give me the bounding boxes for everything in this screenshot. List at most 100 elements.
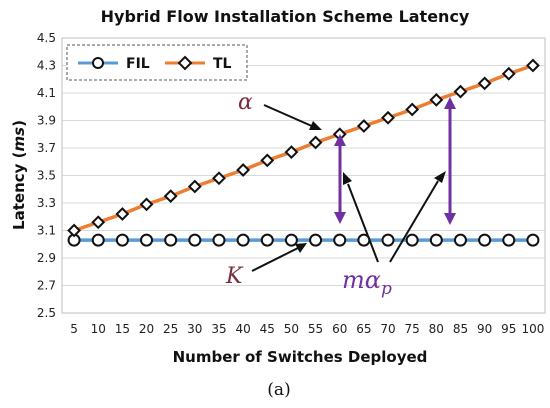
data-point-fil [478,233,492,247]
y-tick-label: 4.1 [37,86,56,100]
data-point-fil [115,233,129,247]
data-point-fil [309,233,323,247]
legend-tl-marker [177,55,193,71]
y-tick-label: 3.7 [37,141,56,155]
chart-title: Hybrid Flow Installation Scheme Latency [101,7,470,26]
data-point-fil [333,233,347,247]
y-tick-label: 3.9 [37,114,56,128]
x-axis-title: Number of Switches Deployed [173,348,428,366]
data-point-fil [260,233,274,247]
purple-arrow-2-bottom [444,213,456,225]
annotations: α K mαp [225,90,456,299]
data-point-tl [453,84,468,99]
x-tick-label: 100 [521,322,544,336]
data-point-tl [115,207,130,221]
annotation-kappa: K [225,264,244,289]
purple-arrow-1-bottom [334,212,346,224]
data-point-tl [308,135,323,150]
data-point-tl [67,223,81,238]
data-point-tl [187,179,202,194]
y-tick-label: 4.3 [37,59,56,73]
purple-arrow-1-top [334,134,346,146]
data-point-fil [284,233,298,247]
x-tick-label: 40 [235,322,250,336]
y-axis-unit: ms [10,127,28,152]
data-point-tl [429,92,444,107]
plot-area: 2.5 2.7 2.9 3.1 3.3 3.5 3.7 3.9 4.1 4.3 4.5 5 10 15 20… [37,31,546,336]
data-point-fil [453,233,467,247]
plot-frame [61,37,546,314]
y-axis-unit-close: ) [10,120,28,127]
x-tick-label: 10 [91,322,106,336]
data-point-fil [381,233,395,247]
x-tick-label: 65 [356,322,371,336]
arrow-alpha-head [309,121,322,130]
x-tick-label: 35 [211,322,226,336]
x-tick-label: 95 [501,322,516,336]
data-point-fil [164,233,178,247]
x-tick-label: 60 [332,322,347,336]
data-point-fil [526,233,540,247]
x-tick-label: 90 [477,322,492,336]
data-point-tl [284,145,299,160]
data-point-tl [139,197,154,212]
data-point-fil [91,233,105,247]
x-tick-label: 30 [187,322,202,336]
arrow-malpha-right [389,180,439,263]
y-tick-label: 2.5 [37,306,56,320]
x-tick-label: 15 [115,322,130,336]
data-point-tl [236,163,251,177]
x-tick-label: 5 [70,322,78,336]
legend-fil-label: FIL [126,56,150,72]
svg-text:Latency (ms): Latency (ms) [10,120,28,230]
legend-box [66,44,248,81]
data-point-fil [140,233,154,247]
y-tick-label: 4.5 [37,31,56,45]
legend: FIL TL [66,44,248,81]
x-tick-label: 25 [163,322,178,336]
purple-arrow-2-top [444,97,456,109]
data-point-fil [405,233,419,247]
data-point-tl [501,66,516,81]
y-axis-title: Latency (ms) [10,120,28,230]
x-tick-label: 55 [308,322,323,336]
arrow-kappa-line [251,247,299,272]
y-tick-label: 3.5 [37,169,56,183]
y-tick-label: 2.7 [37,279,56,293]
arrow-kappa-head [295,243,307,253]
x-tick-label: 70 [380,322,395,336]
arrow-malpha-left [347,183,379,263]
legend-fil-marker [92,57,104,69]
y-axis-label: Latency [10,163,28,230]
data-point-tl [356,119,371,133]
legend-tl-label: TL [213,56,232,72]
data-point-tl [477,76,492,91]
data-point-fil [212,233,226,247]
data-point-tl [405,102,420,117]
x-tick-label: 85 [453,322,468,336]
data-point-tl [381,110,395,125]
data-point-fil [502,233,516,247]
data-point-tl [163,189,178,204]
arrow-malpha-left-head [343,172,352,185]
x-tick-label: 80 [429,322,444,336]
data-point-tl [212,171,226,186]
x-tick-label: 20 [139,322,154,336]
arrow-alpha-line [263,104,315,128]
annotation-m-alpha-p: mαp [342,266,392,299]
data-point-fil [429,233,443,247]
y-tick-label: 3.3 [37,196,56,210]
data-point-tl [526,58,540,73]
y-axis-unit-open: ( [10,151,28,158]
y-tick-label: 2.9 [37,251,56,265]
data-point-fil [236,233,250,247]
figure-caption: (a) [267,380,290,400]
annotation-m-alpha-sub: p [381,279,392,299]
annotation-alpha: α [238,90,253,115]
x-tick-label: 45 [260,322,275,336]
annotation-m-alpha: mα [342,266,381,294]
arrow-malpha-right-head [434,171,446,183]
data-point-tl [260,153,275,168]
data-point-tl [91,215,106,230]
